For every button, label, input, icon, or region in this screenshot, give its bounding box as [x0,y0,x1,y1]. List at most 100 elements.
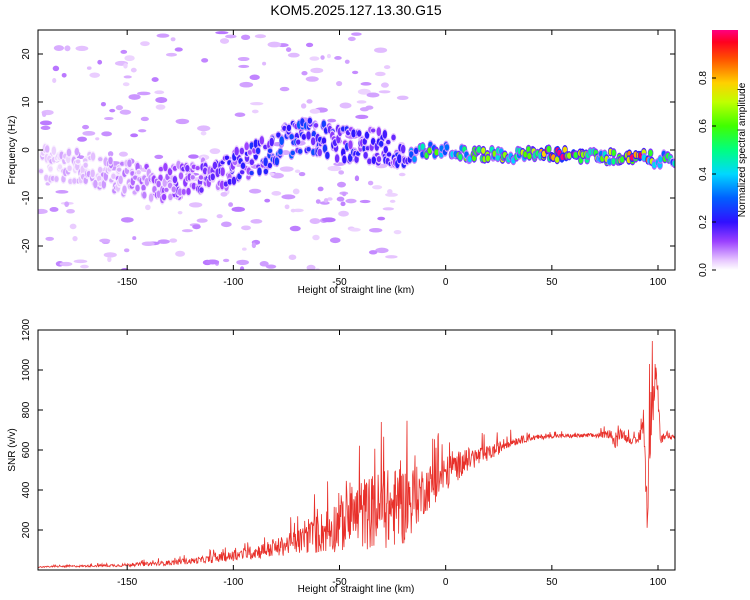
spectrogram-cell [312,234,320,241]
spectrogram-cell [224,155,230,161]
spectrogram-cell [99,238,111,243]
spectrogram-cell [265,264,277,269]
spectrogram-cell [242,247,247,251]
spectrogram-cell [198,175,204,180]
spectrogram-cell [362,138,367,145]
spectrogram-cell [295,139,301,145]
spectrogram-cell [163,163,168,172]
spectrogram-cell [382,207,395,211]
spectrogram-cell [52,65,60,72]
spectrogram-cell [181,188,186,195]
spectrogram-cell [310,137,316,146]
spectrogram-cell [130,133,139,138]
spectrogram-cell [267,148,273,154]
spectrogram-cell [374,47,388,53]
spectrogram-cell [476,146,482,153]
spectrogram-cell [118,151,128,157]
spectrogram-cell [327,165,342,172]
spectrogram-cell [611,158,616,165]
spectrogram-cell [219,180,225,190]
colorbar-tick-label: 0.6 [698,119,709,133]
spectrogram-cell [309,108,321,114]
spectrogram-cell [169,238,178,243]
spectrogram-cell [67,165,72,172]
spectrogram-cell [298,172,306,177]
spectrogram-cell [393,230,402,235]
spectrogram-cell [366,92,380,98]
spectrogram-cell [41,111,47,117]
snr-y-axis-label: SNR (v/v) [7,428,18,471]
spectrogram-cell [249,74,260,81]
spectrogram-cell [82,124,90,130]
spectrogram-cell [86,66,92,70]
spectrogram-cell [344,59,350,64]
spectrogram-cell [263,144,268,150]
spectrogram-cell [151,77,159,82]
spectrogram-cell [248,188,262,194]
spectrogram-cell [336,196,345,202]
colorbar-ticks: 0.0 0.2 0.4 0.6 0.8 [698,71,716,277]
spectrogram-cell [234,146,239,156]
spectrogram-cell [359,199,371,204]
spectrogram-cell [231,206,245,212]
spectrogram-cell [133,175,138,180]
spectrogram-cell [165,52,178,57]
spectrogram-cell [383,145,388,154]
spectrogram-cell [108,156,113,165]
spectrogram-cell [274,157,280,166]
spectrogram-cell [356,130,362,137]
spectrogram-cell [72,235,78,242]
spectrogram-cell [145,204,151,211]
spectrogram-cell [154,90,165,95]
spectrogram-cell [185,165,190,172]
spectrogram-cell [352,70,359,75]
spectrogram-cell [364,131,370,139]
spectrogram-cell [210,173,215,181]
spectrogram-cell [385,255,398,259]
spectrogram-cell [377,216,386,221]
spectrogram-cell [297,148,303,154]
spectrogram-cell [317,186,324,192]
spectrogram-y-tick-label: 10 [21,96,32,108]
spectrogram-cell [382,130,388,139]
spectrogram-cell [161,193,167,201]
spectrogram-cell [48,166,53,172]
colorbar-tick-label: 0.4 [698,167,709,181]
spectrogram-cell [300,103,307,109]
spectrogram-cell [334,154,340,163]
colorbar-tick-label: 0.8 [698,71,709,85]
spectrogram-cell [247,150,252,155]
spectrogram-cell [156,33,170,38]
spectrogram-cell [391,134,396,141]
spectrogram-cell [215,31,229,35]
spectrogram-cell [171,186,177,193]
spectrogram-cell [284,204,290,210]
spectrogram-cell [310,67,324,74]
spectrogram-cell [75,159,81,164]
spectrogram-cell [279,136,284,145]
spectrogram-cell [306,264,316,270]
snr-y-tick-label: 800 [21,401,32,418]
spectrogram-cell [45,236,54,241]
spectrogram-cell [205,259,220,265]
spectrogram-cell [400,144,406,154]
spectrogram-cell [305,76,319,82]
spectrogram-cell [148,193,154,202]
spectrogram-cell [246,174,251,180]
spectrogram-cell [345,198,357,204]
spectrogram-cell [127,159,132,168]
spectrogram-cell [69,223,77,230]
spectrogram-x-tick-label: -50 [332,277,347,288]
snr-panel: -150 -100 -50 0 50 100 200 400 600 800 1000 1200 He… [7,318,676,595]
spectrogram-cell [357,88,371,95]
spectrogram-cell [115,105,124,111]
spectrogram-cell [40,125,51,130]
spectrogram-cell [342,155,347,164]
spectrogram-cell [220,221,232,228]
snr-frame [37,329,676,571]
spectrogram-cell [389,199,396,203]
spectrogram-cell [307,117,313,124]
spectrogram-cell [239,266,245,270]
spectrogram-cell [177,188,183,196]
